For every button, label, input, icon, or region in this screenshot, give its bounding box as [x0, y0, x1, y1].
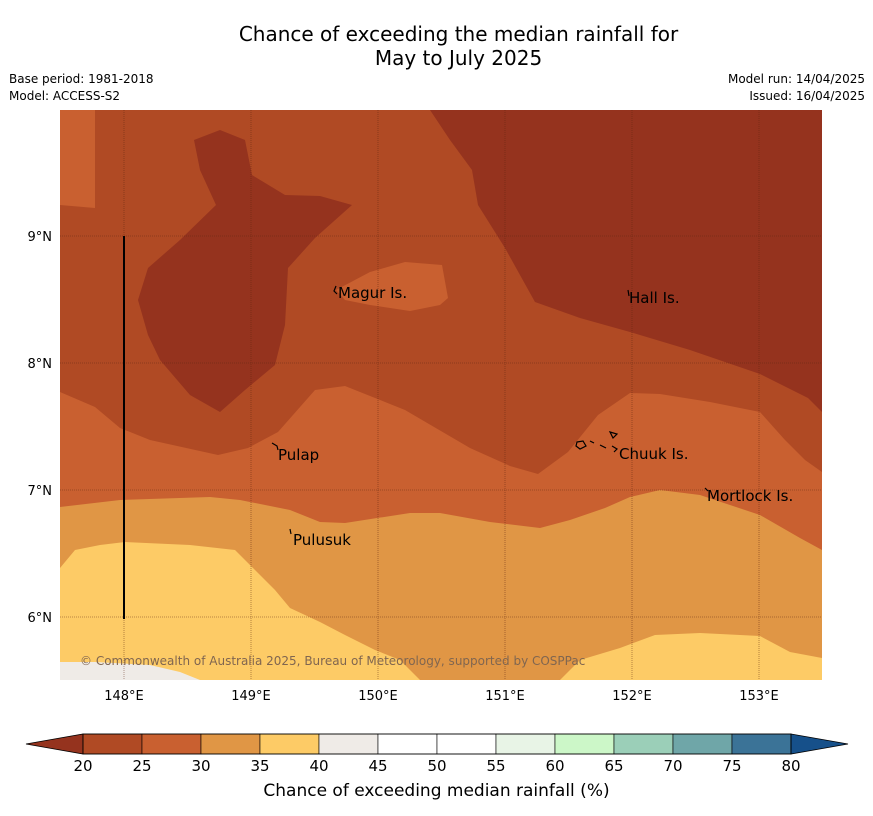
colorbar-frame — [82, 733, 792, 755]
colorbar: 20 25 30 35 40 45 50 55 60 65 70 75 80 — [25, 733, 849, 775]
lon-label: 153°E — [739, 689, 779, 704]
island-hall — [627, 289, 630, 297]
colorbar-cell — [436, 733, 497, 755]
colorbar-tick-label: 50 — [427, 757, 446, 775]
island-chuuk-3 — [599, 444, 607, 449]
colorbar-cell — [495, 733, 556, 755]
meta-left: Base period: 1981-2018 Model: ACCESS-S2 — [9, 71, 154, 105]
label-pulusuk: Pulusuk — [293, 531, 351, 549]
colorbar-tick-label: 65 — [604, 757, 623, 775]
colorbar-tick-label: 45 — [368, 757, 387, 775]
island-chuuk-4 — [608, 431, 619, 440]
zone-below-20-west — [138, 130, 352, 412]
issued-date: Issued: 16/04/2025 — [749, 89, 865, 103]
colorbar-tick-label: 60 — [545, 757, 564, 775]
island-outlines — [271, 285, 709, 535]
colorbar-under-arrow — [25, 733, 84, 755]
island-mortlock — [704, 487, 709, 492]
colorbar-tick-label: 55 — [486, 757, 505, 775]
colorbar-cell — [200, 733, 261, 755]
colorbar-cells — [82, 733, 792, 755]
zone-40-45 — [60, 662, 200, 680]
model-run: Model run: 14/04/2025 — [727, 72, 865, 86]
zone-below-20-east — [430, 110, 822, 412]
island-magur — [333, 285, 338, 295]
colorbar-tick-label: 30 — [191, 757, 210, 775]
lon-label: 148°E — [104, 689, 144, 704]
lon-label: 150°E — [358, 689, 398, 704]
lat-label: 8°N — [28, 357, 53, 372]
colorbar-tick-label: 75 — [722, 757, 741, 775]
zone-35-40-east — [560, 633, 822, 680]
colorbar-cell — [672, 733, 733, 755]
colorbar-cell — [554, 733, 615, 755]
colorbar-cell — [613, 733, 674, 755]
label-magur: Magur Is. — [338, 284, 407, 302]
island-pulusuk — [289, 528, 292, 535]
colorbar-ticks: 20 25 30 35 40 45 50 55 60 65 70 75 80 — [73, 757, 800, 775]
copyright-text: © Commonwealth of Australia 2025, Bureau… — [80, 654, 585, 668]
model-name: Model: ACCESS-S2 — [9, 89, 121, 103]
map-title: Chance of exceeding the median rainfall … — [0, 22, 873, 70]
colorbar-tick-label: 70 — [663, 757, 682, 775]
colorbar-tick-label: 80 — [781, 757, 800, 775]
colorbar-tick-label: 35 — [250, 757, 269, 775]
title-line-2: May to July 2025 — [374, 46, 543, 70]
meta-right: Model run: 14/04/2025 Issued: 16/04/2025 — [728, 71, 865, 105]
lon-labels: 148°E 149°E 150°E 151°E 152°E 153°E — [104, 689, 779, 704]
lon-label: 151°E — [485, 689, 525, 704]
lon-label: 149°E — [231, 689, 271, 704]
island-chuuk-2 — [589, 440, 595, 444]
lat-label: 7°N — [28, 484, 53, 499]
colorbar-tick-label: 25 — [132, 757, 151, 775]
colorbar-over-arrow — [790, 733, 849, 755]
map-canvas: Magur Is. Hall Is. Pulap Chuuk Is. Mortl… — [60, 110, 822, 680]
label-mortlock: Mortlock Is. — [707, 487, 793, 505]
island-chuuk-5 — [611, 445, 618, 453]
colorbar-cell — [318, 733, 379, 755]
island-chuuk-1 — [575, 440, 587, 450]
lat-label: 9°N — [28, 230, 53, 245]
colorbar-cell — [82, 733, 143, 755]
lon-label: 152°E — [612, 689, 652, 704]
colorbar-tick-label: 40 — [309, 757, 328, 775]
lat-label: 6°N — [28, 611, 53, 626]
colorbar-cell — [259, 733, 320, 755]
label-pulap: Pulap — [278, 446, 319, 464]
colorbar-cell — [141, 733, 202, 755]
place-labels: Magur Is. Hall Is. Pulap Chuuk Is. Mortl… — [278, 284, 793, 549]
colorbar-cell — [731, 733, 792, 755]
colorbar-cell — [377, 733, 438, 755]
base-period: Base period: 1981-2018 — [9, 72, 154, 86]
zone-25-30-northwest — [60, 110, 95, 208]
colorbar-tick-label: 20 — [73, 757, 92, 775]
zone-25-30-magur — [336, 262, 448, 311]
label-chuuk: Chuuk Is. — [619, 445, 688, 463]
island-pulap — [271, 442, 279, 451]
title-line-1: Chance of exceeding the median rainfall … — [238, 22, 679, 46]
zone-35-40-west — [60, 542, 420, 680]
lat-labels: 9°N 8°N 7°N 6°N — [28, 230, 53, 626]
graticule — [60, 110, 822, 680]
colorbar-label: Chance of exceeding median rainfall (%) — [263, 781, 610, 801]
label-hall: Hall Is. — [629, 289, 680, 307]
